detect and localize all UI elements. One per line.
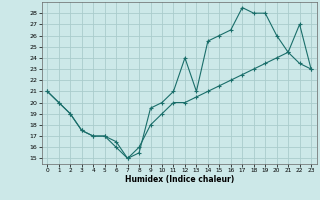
X-axis label: Humidex (Indice chaleur): Humidex (Indice chaleur) (124, 175, 234, 184)
